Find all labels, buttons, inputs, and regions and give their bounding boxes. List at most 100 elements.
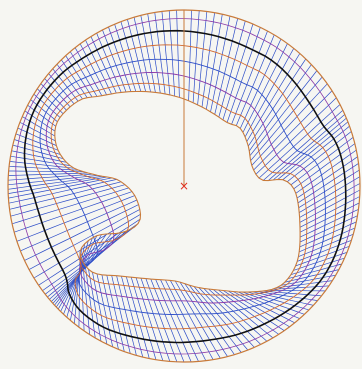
radial-line [133, 17, 151, 92]
radial-line [248, 58, 307, 147]
radial-line [16, 195, 135, 242]
radial-line [198, 287, 255, 348]
radial-line [290, 137, 354, 186]
radial-line [165, 279, 207, 361]
radial-line [299, 183, 361, 218]
radial-line [231, 30, 268, 125]
radial-line [214, 18, 239, 115]
radial-line [9, 181, 122, 210]
radial-line [297, 163, 359, 204]
radial-line [249, 70, 318, 157]
radial-line [168, 10, 176, 97]
radial-line [160, 279, 199, 362]
contour-line [23, 29, 347, 344]
inner-boundary [54, 90, 301, 293]
radial-line [154, 12, 166, 94]
radial-line [197, 11, 208, 105]
radial-line [116, 275, 137, 356]
radial-line [8, 170, 84, 173]
radial-line [121, 276, 144, 358]
radial-line [222, 23, 254, 121]
radial-line [92, 272, 108, 345]
radial-line [127, 19, 147, 92]
radial-line [299, 215, 358, 243]
radial-line [135, 277, 164, 361]
radial-line [102, 29, 127, 93]
radial-line [155, 279, 192, 363]
radial-line [296, 156, 358, 199]
radial-line [114, 24, 137, 92]
radial-line [192, 10, 200, 103]
radial-line [255, 97, 337, 175]
radial-line [253, 90, 333, 171]
radial-line [299, 221, 357, 248]
radial-line [184, 283, 235, 355]
radial-line [267, 290, 326, 292]
radial-line [28, 209, 140, 270]
radial-line [299, 189, 361, 223]
radial-line [188, 10, 192, 101]
radial-line [10, 184, 126, 217]
center-cross-icon: × [179, 179, 189, 193]
radial-line [125, 276, 150, 359]
radial-line [140, 278, 171, 362]
radial-line [189, 284, 242, 353]
radial-line [101, 274, 119, 350]
radial-line [111, 275, 131, 354]
radial-line [179, 281, 228, 357]
radial-line [106, 275, 125, 352]
radial-line [298, 169, 360, 208]
radial-line [205, 14, 223, 110]
radial-line [147, 13, 161, 94]
radial-line [96, 273, 114, 347]
contour-line [39, 58, 326, 315]
radial-line [295, 149, 357, 194]
radial-line [293, 143, 356, 190]
radial-line [108, 26, 132, 92]
radial-line [210, 16, 231, 112]
contour-line [50, 82, 308, 296]
radial-line [20, 199, 138, 252]
radial-line [24, 204, 139, 261]
contour-line [15, 18, 355, 355]
radial-line [96, 33, 122, 93]
radial-line [235, 34, 275, 126]
radial-line [250, 76, 323, 161]
radial-line [299, 196, 360, 228]
radial-line [272, 117, 347, 181]
radial-line [282, 125, 350, 180]
radial-line [40, 83, 67, 111]
radial-line [33, 213, 141, 279]
contour-line [45, 72, 316, 304]
radial-line [193, 286, 249, 351]
radial-line [85, 39, 112, 95]
radial-line [44, 78, 71, 108]
radial-line [8, 179, 117, 204]
radial-line [14, 191, 133, 233]
radial-line [249, 64, 312, 152]
radial-line [218, 20, 246, 118]
radial-line [258, 104, 341, 179]
radial-line [239, 38, 282, 129]
radial-line [267, 114, 346, 181]
radial-line [299, 209, 359, 238]
radial-line [48, 73, 75, 105]
contour-curves [15, 18, 355, 355]
radial-line [226, 27, 261, 123]
radial-line [120, 21, 142, 92]
radial-line [299, 176, 360, 213]
radial-line [169, 280, 214, 360]
radial-line [246, 53, 301, 142]
radial-line [201, 12, 215, 108]
radial-line [208, 288, 268, 342]
radial-line [263, 109, 344, 181]
radial-line [174, 280, 221, 359]
radial-line [38, 218, 141, 286]
radial-line [277, 121, 349, 180]
radial-line [287, 131, 352, 182]
radial-line [299, 202, 360, 233]
radial-line [176, 10, 180, 98]
radial-line [161, 11, 171, 95]
